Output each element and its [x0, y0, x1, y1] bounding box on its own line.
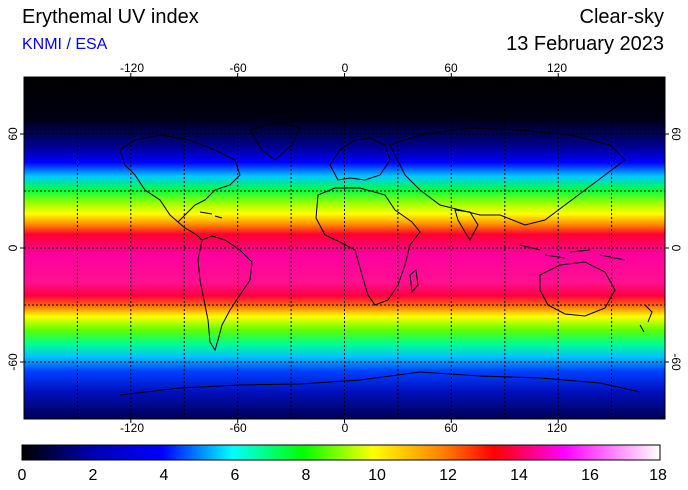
lat-tick-left: 60	[6, 127, 20, 141]
lon-tick-top: -60	[229, 61, 247, 75]
map-source: KNMI / ESA	[22, 36, 108, 53]
colorbar-label: 2	[89, 467, 98, 484]
lon-tick-bottom: 120	[547, 421, 567, 435]
lat-tick-right: 0	[669, 245, 683, 252]
colorbar-label: 6	[231, 467, 240, 484]
lon-tick-top: 0	[342, 61, 349, 75]
colorbar-label: 8	[302, 467, 311, 484]
coastlines	[119, 121, 653, 396]
lon-tick-top: -120	[120, 61, 144, 75]
colorbar-label: 14	[510, 467, 528, 484]
tick-marks	[20, 73, 669, 423]
lon-tick-top: 60	[444, 61, 458, 75]
colorbar-label: 16	[581, 467, 599, 484]
map-date: 13 February 2023	[506, 33, 664, 55]
colorbar-label: 12	[439, 467, 457, 484]
lat-tick-right: -60	[669, 353, 683, 371]
lon-tick-bottom: 0	[342, 421, 349, 435]
colorbar-label: 0	[18, 467, 27, 484]
lon-tick-bottom: -60	[229, 421, 247, 435]
lat-tick-right: 60	[669, 127, 683, 141]
lat-tick-left: 0	[6, 244, 20, 251]
sky-condition: Clear-sky	[579, 6, 664, 28]
graticule	[24, 77, 665, 419]
lon-tick-bottom: 60	[444, 421, 458, 435]
lat-tick-left: -60	[6, 353, 20, 371]
lon-tick-bottom: -120	[120, 421, 144, 435]
colorbar	[21, 444, 661, 461]
colorbar-label: 10	[368, 467, 386, 484]
colorbar-label: 18	[649, 467, 667, 484]
colorbar-label: 4	[160, 467, 169, 484]
map-title: Erythemal UV index	[22, 6, 199, 28]
lon-tick-top: 120	[547, 61, 567, 75]
